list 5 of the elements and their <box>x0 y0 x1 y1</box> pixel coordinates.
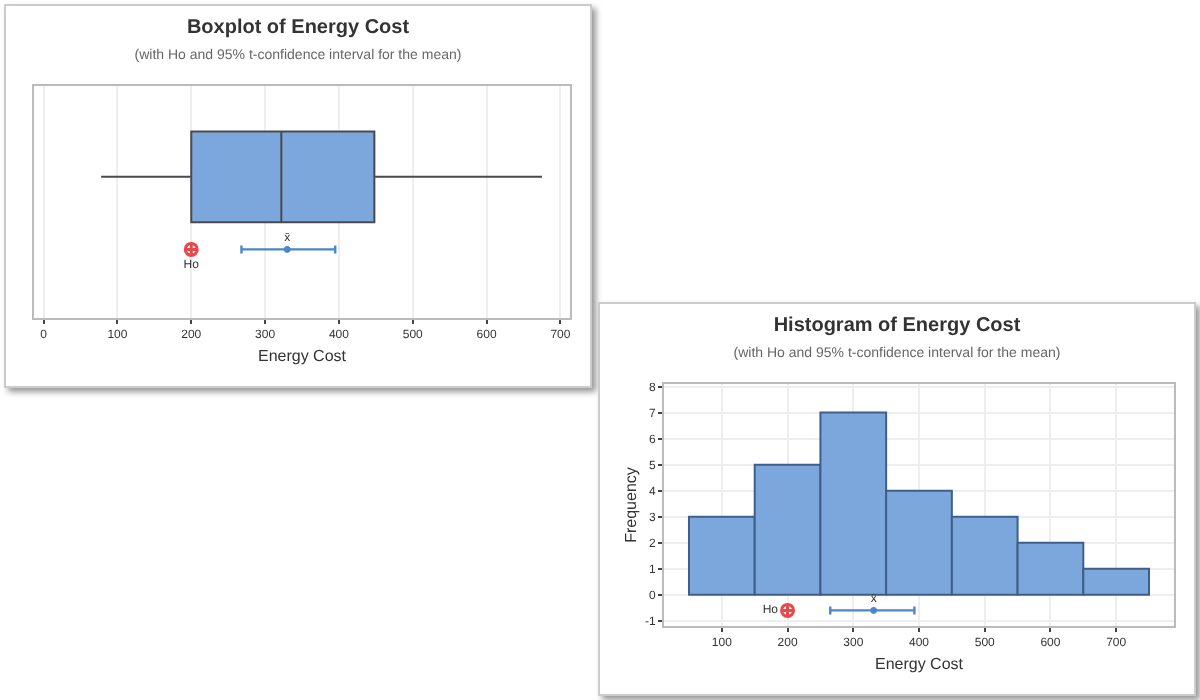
x-axis-title: Energy Cost <box>257 346 348 365</box>
chart-title: Histogram of Energy Cost <box>773 315 1022 338</box>
chart-title: Boxplot of Energy Cost <box>186 16 411 39</box>
x-axis-title: Energy Cost <box>874 654 965 673</box>
y-axis-title: Frequency <box>622 467 641 543</box>
